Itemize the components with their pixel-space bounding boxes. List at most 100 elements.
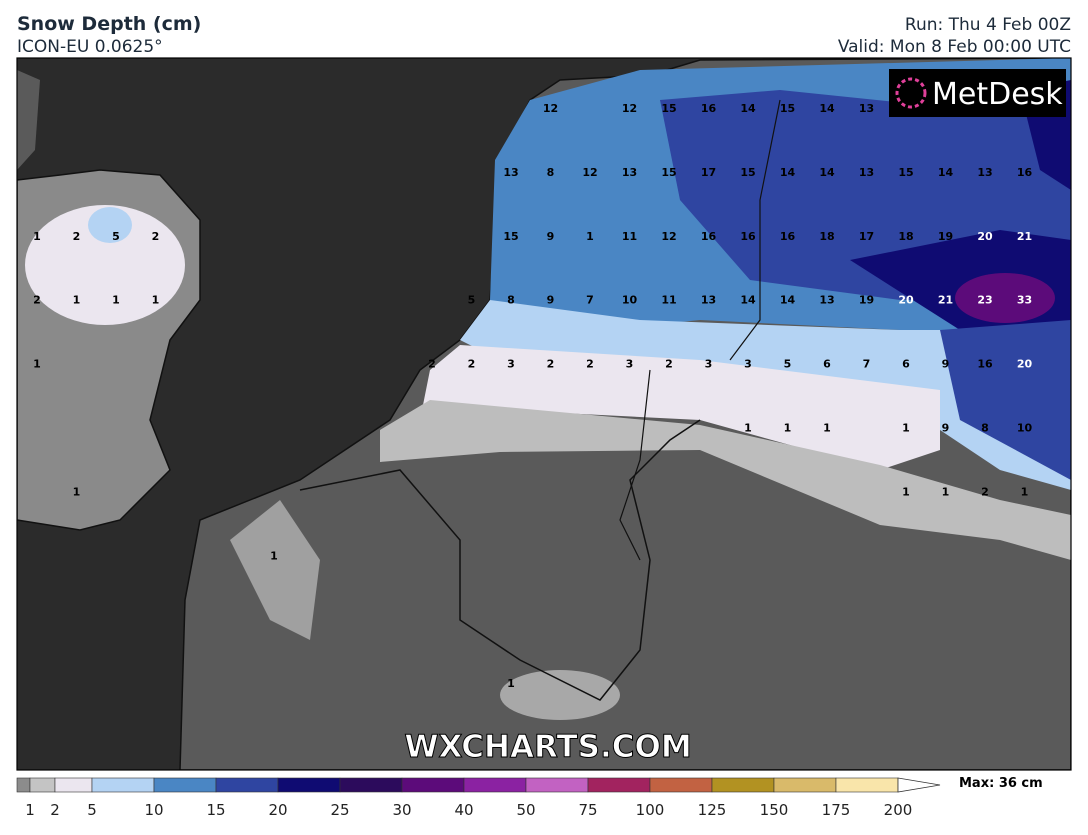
legend-swatch: [153, 777, 217, 793]
watermark: WXCHARTS.COM: [404, 729, 691, 765]
snow-band: [940, 320, 1071, 480]
map-label: 18: [898, 230, 913, 243]
map-label: 2: [981, 485, 989, 498]
map-label: 16: [701, 102, 717, 115]
map-label: 1: [270, 549, 278, 562]
map-label: 15: [503, 230, 518, 243]
map-label: 8: [981, 422, 989, 435]
map-label: 16: [701, 230, 717, 243]
map-label: 1: [112, 294, 120, 307]
map-label: 1: [823, 422, 831, 435]
map-label: 15: [661, 166, 676, 179]
logo: MetDesk: [932, 77, 1063, 112]
map-label: 13: [622, 166, 637, 179]
map-label: 1: [73, 485, 81, 498]
map-label: 20: [898, 294, 914, 307]
legend-swatch: [463, 777, 527, 793]
map-label: 1: [902, 485, 910, 498]
map-label: 19: [859, 294, 874, 307]
map-label: 2: [586, 358, 594, 371]
map-label: 11: [622, 230, 637, 243]
map-label: 1: [33, 230, 41, 243]
snow-band: [420, 345, 940, 470]
map-label: 2: [428, 358, 436, 371]
land: [17, 70, 40, 170]
map-label: 1: [902, 422, 910, 435]
legend-swatch: [773, 777, 837, 793]
map-label: 9: [942, 358, 950, 371]
map-label: 8: [547, 166, 555, 179]
map-label: 1: [152, 294, 160, 307]
snow-band: [955, 273, 1055, 323]
map-label: 15: [740, 166, 755, 179]
map-label: 17: [859, 230, 874, 243]
map-label: 5: [784, 358, 792, 371]
map-layers: [17, 58, 1071, 770]
legend-swatch: [54, 777, 93, 793]
legend-swatch: [277, 777, 341, 793]
legend-label: 30: [392, 801, 411, 819]
map-label: 14: [780, 294, 796, 307]
map-label: 5: [468, 294, 476, 307]
legend-swatch: [649, 777, 713, 793]
legend-label: 40: [454, 801, 473, 819]
map-label: 33: [1017, 294, 1032, 307]
legend-swatch: [29, 777, 56, 793]
border: [729, 99, 781, 361]
snow-band: [25, 205, 185, 325]
map-label: 23: [977, 294, 992, 307]
map-label: 15: [661, 102, 676, 115]
map-label: 2: [547, 358, 555, 371]
map-label: 16: [780, 230, 796, 243]
map-label: 3: [744, 358, 752, 371]
map-label: 1: [73, 294, 81, 307]
legend-label: 100: [636, 801, 665, 819]
map-label: 7: [863, 358, 871, 371]
map-label: 21: [938, 294, 953, 307]
snow-band: [230, 500, 320, 640]
map-label: 9: [547, 230, 555, 243]
map-label: 1: [33, 358, 41, 371]
legend-swatch: [91, 777, 155, 793]
map-label: 14: [938, 166, 954, 179]
map-label: 2: [665, 358, 673, 371]
map-label: 20: [1017, 358, 1033, 371]
map-label: 9: [942, 422, 950, 435]
map-label: 6: [823, 358, 831, 371]
legend-label: 10: [144, 801, 163, 819]
legend-label: 75: [578, 801, 597, 819]
legend-swatch: [587, 777, 651, 793]
map-label: 10: [1017, 422, 1033, 435]
snow-band: [88, 207, 132, 243]
map-label: 13: [503, 166, 518, 179]
map-label: 14: [819, 102, 835, 115]
map-label: 13: [859, 166, 874, 179]
legend-label: 125: [698, 801, 727, 819]
map-label: 1: [1021, 485, 1029, 498]
legend-swatch: [401, 777, 465, 793]
map-label: 1: [744, 422, 752, 435]
map-label: 9: [547, 294, 555, 307]
map-label: 12: [582, 166, 597, 179]
map-label: 3: [507, 358, 515, 371]
legend-swatch: [16, 777, 31, 793]
legend-label: 15: [206, 801, 225, 819]
logo-box: [889, 69, 1066, 117]
border: [299, 419, 701, 701]
map-label: 21: [1017, 230, 1032, 243]
legend-swatch: [215, 777, 279, 793]
map-label: 10: [622, 294, 638, 307]
map-label: 3: [705, 358, 713, 371]
map-label: 3: [626, 358, 634, 371]
map-label: 2: [33, 294, 41, 307]
map-label: 13: [859, 102, 874, 115]
legend-arrow: [897, 777, 941, 793]
legend-swatch: [711, 777, 775, 793]
legend-label: 200: [884, 801, 913, 819]
valid: Valid: Mon 8 Feb 00:00 UTC: [837, 37, 1071, 57]
map-label: 1: [586, 230, 594, 243]
